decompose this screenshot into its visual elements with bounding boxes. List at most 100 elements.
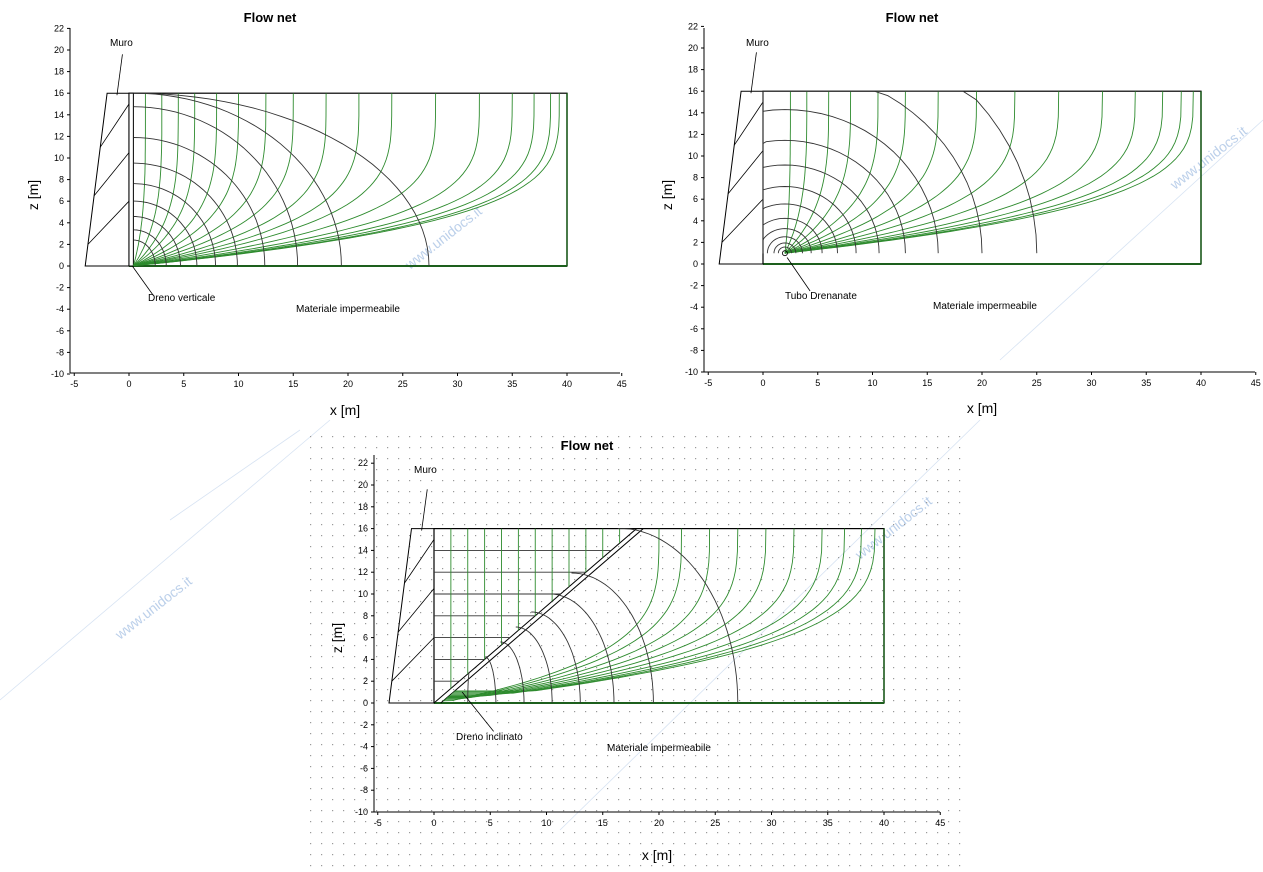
- grid-dot: [387, 711, 389, 713]
- grid-dot: [717, 480, 719, 482]
- grid-dot: [915, 612, 917, 614]
- grid-dot: [508, 744, 510, 746]
- grid-dot: [651, 689, 653, 691]
- grid-dot: [332, 744, 334, 746]
- grid-dot: [442, 766, 444, 768]
- flow-line: [133, 93, 360, 266]
- grid-dot: [805, 733, 807, 735]
- grid-dot: [673, 458, 675, 460]
- grid-dot: [365, 612, 367, 614]
- grid-dot: [354, 612, 356, 614]
- grid-dot: [475, 590, 477, 592]
- grid-dot: [816, 590, 818, 592]
- grid-dot: [651, 667, 653, 669]
- grid-dot: [343, 722, 345, 724]
- grid-dot: [827, 480, 829, 482]
- grid-dot: [926, 612, 928, 614]
- grid-dot: [508, 854, 510, 856]
- grid-dot: [882, 447, 884, 449]
- grid-dot: [343, 711, 345, 713]
- grid-dot: [519, 491, 521, 493]
- grid-dot: [717, 700, 719, 702]
- grid-dot: [585, 777, 587, 779]
- grid-dot: [684, 535, 686, 537]
- grid-dot: [640, 656, 642, 658]
- grid-dot: [497, 722, 499, 724]
- grid-dot: [530, 579, 532, 581]
- grid-dot: [673, 546, 675, 548]
- grid-dot: [739, 667, 741, 669]
- grid-dot: [552, 480, 554, 482]
- grid-dot: [772, 865, 774, 867]
- grid-dot: [662, 524, 664, 526]
- grid-dot: [640, 788, 642, 790]
- grid-dot: [486, 733, 488, 735]
- grid-dot: [849, 744, 851, 746]
- grid-dot: [310, 535, 312, 537]
- grid-dot: [365, 854, 367, 856]
- grid-dot: [321, 458, 323, 460]
- grid-dot: [541, 513, 543, 515]
- grid-dot: [618, 700, 620, 702]
- grid-dot: [464, 447, 466, 449]
- grid-dot: [673, 678, 675, 680]
- grid-dot: [783, 821, 785, 823]
- grid-dot: [486, 546, 488, 548]
- grid-dot: [673, 469, 675, 471]
- grid-dot: [783, 623, 785, 625]
- grid-dot: [453, 733, 455, 735]
- grid-dot: [772, 447, 774, 449]
- grid-dot: [497, 469, 499, 471]
- grid-dot: [640, 524, 642, 526]
- grid-dot: [354, 436, 356, 438]
- grid-dot: [805, 601, 807, 603]
- grid-dot: [827, 733, 829, 735]
- grid-dot: [530, 766, 532, 768]
- grid-dot: [409, 579, 411, 581]
- grid-dot: [926, 623, 928, 625]
- grid-dot: [398, 557, 400, 559]
- grid-dot: [860, 623, 862, 625]
- grid-dot: [849, 612, 851, 614]
- grid-dot: [332, 524, 334, 526]
- grid-dot: [805, 832, 807, 834]
- grid-dot: [343, 590, 345, 592]
- grid-dot: [431, 491, 433, 493]
- grid-dot: [310, 788, 312, 790]
- grid-dot: [354, 744, 356, 746]
- grid-dot: [761, 810, 763, 812]
- grid-dot: [431, 634, 433, 636]
- grid-dot: [365, 832, 367, 834]
- grid-dot: [948, 612, 950, 614]
- grid-dot: [706, 821, 708, 823]
- grid-dot: [497, 557, 499, 559]
- grid-dot: [739, 777, 741, 779]
- grid-dot: [695, 777, 697, 779]
- grid-dot: [442, 480, 444, 482]
- grid-dot: [475, 700, 477, 702]
- grid-dot: [508, 667, 510, 669]
- grid-dot: [332, 678, 334, 680]
- grid-dot: [409, 612, 411, 614]
- grid-dot: [706, 799, 708, 801]
- grid-dot: [959, 810, 961, 812]
- grid-dot: [959, 513, 961, 515]
- grid-dot: [761, 865, 763, 867]
- equipotential-line: [571, 572, 654, 704]
- grid-dot: [904, 469, 906, 471]
- grid-dot: [948, 491, 950, 493]
- grid-dot: [926, 579, 928, 581]
- grid-dot: [827, 700, 829, 702]
- grid-dot: [882, 480, 884, 482]
- grid-dot: [651, 469, 653, 471]
- grid-dot: [871, 557, 873, 559]
- wall-hatch: [87, 200, 130, 245]
- grid-dot: [695, 733, 697, 735]
- grid-dot: [695, 447, 697, 449]
- grid-dot: [409, 667, 411, 669]
- grid-dot: [662, 502, 664, 504]
- grid-dot: [409, 766, 411, 768]
- grid-dot: [761, 755, 763, 757]
- grid-dot: [827, 458, 829, 460]
- grid-dot: [387, 623, 389, 625]
